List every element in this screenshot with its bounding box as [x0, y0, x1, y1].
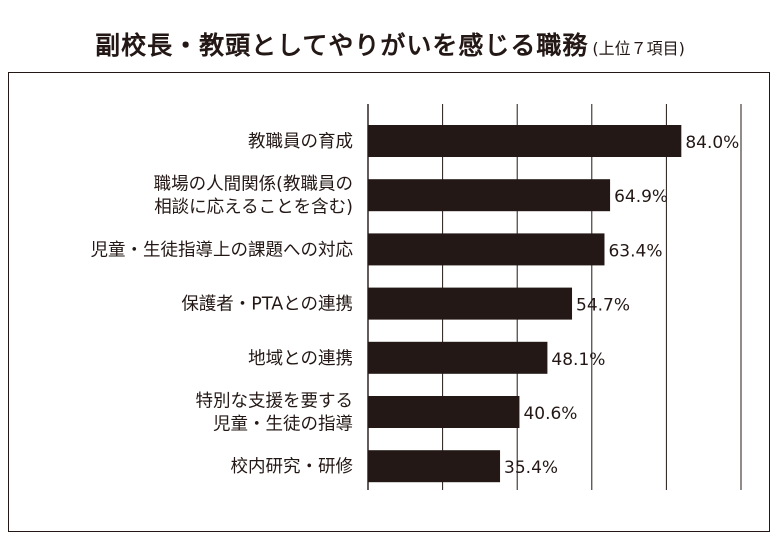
- chart-title: 副校長・教頭としてやりがいを感じる職務: [95, 31, 589, 60]
- category-label: 児童・生徒指導上の課題への対応: [91, 240, 354, 260]
- chart-title-block: 副校長・教頭としてやりがいを感じる職務 (上位７項目): [0, 26, 780, 62]
- data-label: 64.9%: [614, 187, 668, 207]
- data-label: 63.4%: [608, 241, 662, 261]
- data-label: 40.6%: [523, 404, 577, 424]
- category-label: 地域との連携: [248, 349, 353, 369]
- category-label: 特別な支援を要する: [196, 392, 354, 412]
- bar: [368, 233, 605, 266]
- bar: [368, 341, 548, 374]
- category-label: 教職員の育成: [248, 132, 353, 152]
- bar: [368, 287, 573, 320]
- chart-frame: [8, 72, 770, 532]
- category-label: 職場の人間関係(教職員の: [154, 175, 353, 195]
- chart-subtitle: (上位７項目): [592, 39, 685, 58]
- data-label: 35.4%: [504, 458, 558, 478]
- category-label: 児童・生徒の指導: [213, 415, 353, 435]
- bar: [368, 396, 520, 428]
- bar: [368, 179, 611, 212]
- data-label: 54.7%: [576, 296, 630, 316]
- data-label: 48.1%: [551, 350, 605, 370]
- category-label: 校内研究・研修: [231, 457, 354, 477]
- category-label: 相談に応えることを含む): [154, 198, 353, 218]
- bar: [368, 125, 682, 157]
- data-label: 84.0%: [685, 133, 739, 153]
- category-label: 保護者・PTAとの連携: [181, 295, 353, 315]
- bar: [368, 450, 501, 483]
